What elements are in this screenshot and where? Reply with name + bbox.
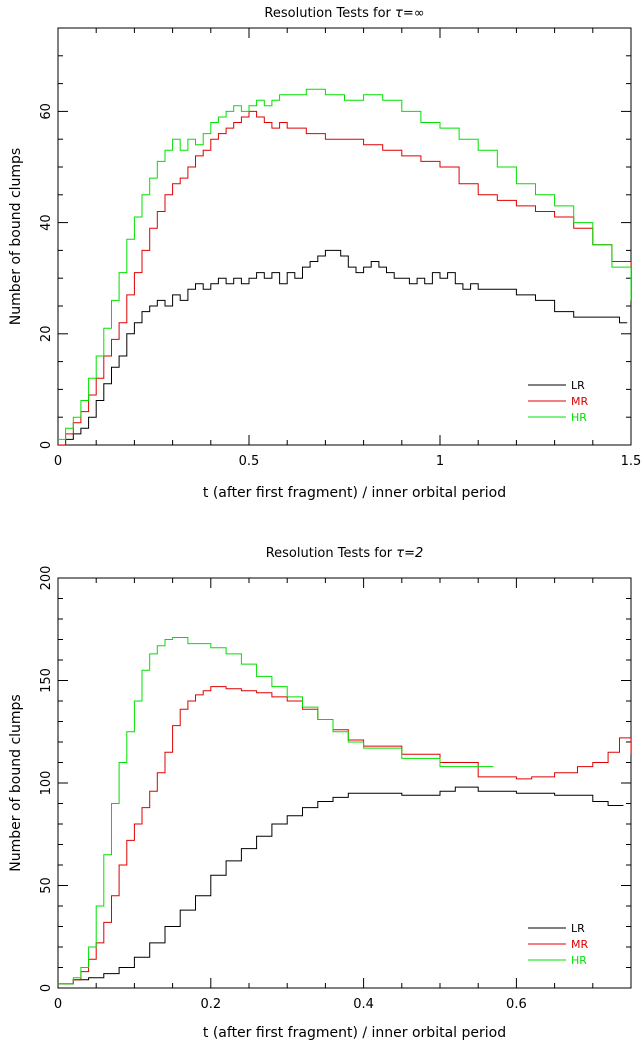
- y-tick-label: 50: [39, 877, 54, 894]
- y-tick-label: 0: [39, 984, 54, 992]
- x-tick-label: 1: [436, 454, 444, 469]
- plot-frame: [57, 577, 632, 989]
- y-axis-label: Number of bound clumps: [8, 694, 24, 871]
- legend-label-hr: HR: [571, 954, 587, 967]
- x-tick-label: 0.5: [239, 454, 260, 469]
- series-line-lr: [58, 249, 628, 445]
- legend-label-mr: MR: [571, 938, 588, 951]
- y-tick-label: 200: [39, 566, 54, 591]
- legend-label-lr: LR: [571, 379, 585, 392]
- y-tick-label: 60: [39, 103, 54, 120]
- y-tick-label: 100: [39, 771, 54, 796]
- chart-title: Resolution Tests for τ=2: [266, 546, 424, 561]
- x-tick-label: 0.2: [200, 997, 221, 1012]
- y-axis-label: Number of bound clumps: [8, 148, 24, 325]
- y-tick-label: 20: [39, 326, 54, 343]
- series-line-mr: [58, 686, 631, 985]
- legend-label-mr: MR: [571, 395, 588, 408]
- x-tick-label: 0.6: [506, 997, 527, 1012]
- legend-label-hr: HR: [571, 411, 587, 424]
- chart-title-prefix: Resolution Tests for: [264, 6, 395, 21]
- series-line-mr: [58, 110, 631, 445]
- series-line-hr: [58, 637, 494, 985]
- x-tick-label: 1.5: [621, 454, 642, 469]
- chart-title: Resolution Tests for τ=∞: [264, 6, 424, 21]
- y-tick-label: 150: [39, 668, 54, 693]
- series-line-lr: [58, 786, 624, 985]
- y-tick-label: 0: [39, 441, 54, 449]
- chart-title-symbol: τ=2: [396, 546, 423, 561]
- plot-frame: [57, 27, 632, 446]
- x-tick-label: 0: [54, 454, 62, 469]
- x-tick-label: 0.4: [353, 997, 374, 1012]
- x-axis-label: t (after first fragment) / inner orbital…: [203, 1025, 506, 1041]
- x-tick-label: 0: [54, 997, 62, 1012]
- legend-label-lr: LR: [571, 922, 585, 935]
- chart-top: Resolution Tests for τ=∞ 0 0.5 1 1.5 0 20 40 60 t…: [8, 6, 641, 501]
- y-tick-label: 40: [39, 214, 54, 231]
- chart-bottom: Resolution Tests for τ=2 0 0.2 0.4 0.6 0 50 100…: [8, 546, 632, 1041]
- x-axis-label: t (after first fragment) / inner orbital…: [203, 485, 506, 501]
- chart-title-symbol: τ=∞: [395, 6, 425, 21]
- series-line-hr: [58, 88, 631, 440]
- chart-title-prefix: Resolution Tests for: [266, 546, 397, 561]
